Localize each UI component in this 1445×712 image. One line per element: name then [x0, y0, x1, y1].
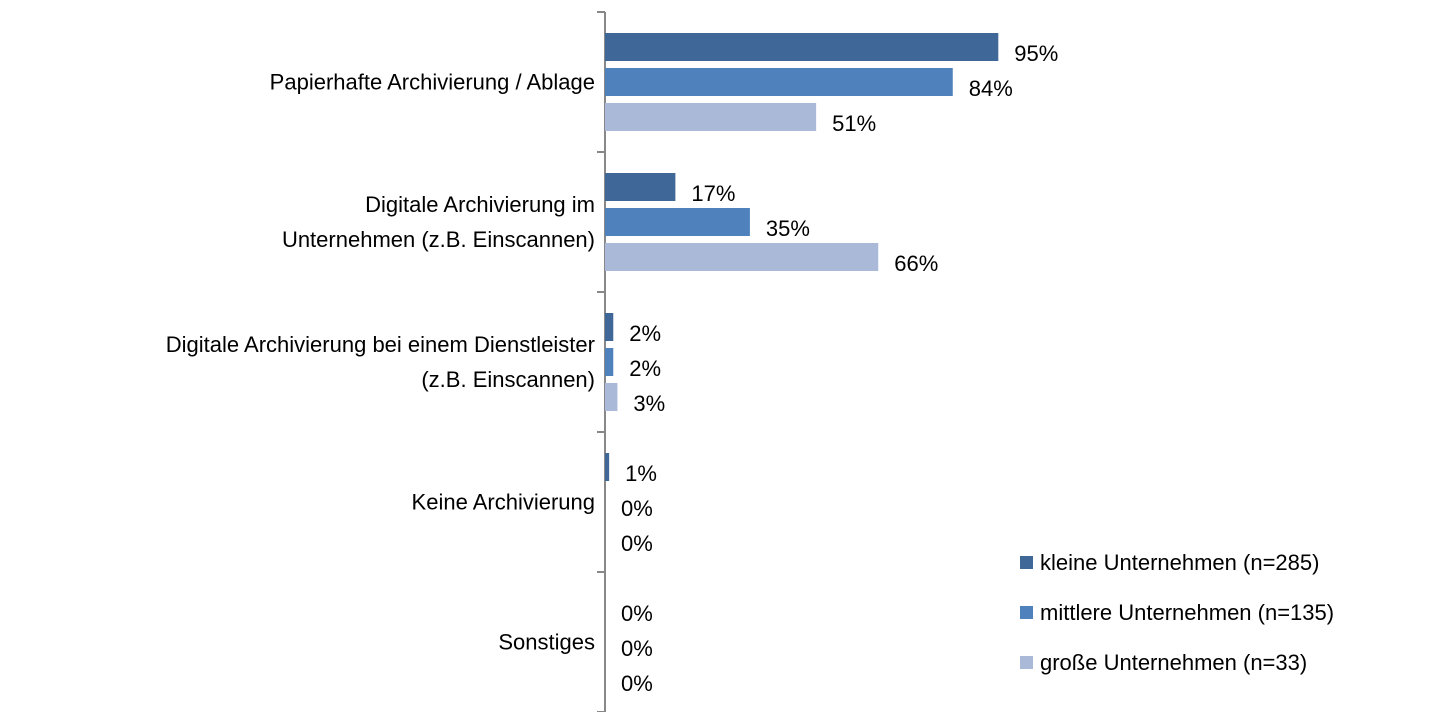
value-label: 35% — [766, 216, 810, 241]
category-label: Papierhafte Archivierung / Ablage — [269, 69, 595, 95]
value-label: 51% — [832, 111, 876, 136]
value-label: 3% — [633, 391, 665, 416]
legend-swatch — [1020, 656, 1033, 669]
category-label: Sonstiges — [498, 629, 595, 655]
bar — [605, 208, 750, 236]
value-label: 2% — [629, 356, 661, 381]
value-label: 0% — [621, 496, 653, 521]
category-label: Digitale Archivierung bei einem Dienstle… — [165, 332, 595, 392]
value-label: 66% — [894, 251, 938, 276]
bar — [605, 313, 614, 341]
bar — [605, 348, 614, 376]
value-label: 2% — [629, 321, 661, 346]
bar — [605, 173, 676, 201]
bar — [605, 33, 999, 61]
value-label: 84% — [969, 76, 1013, 101]
value-label: 0% — [621, 671, 653, 696]
value-label: 0% — [621, 601, 653, 626]
legend-label: mittlere Unternehmen (n=135) — [1040, 600, 1334, 625]
legend-swatch — [1020, 606, 1033, 619]
value-label: 17% — [691, 181, 735, 206]
bar — [605, 243, 879, 271]
bar — [605, 453, 610, 481]
legend-label: kleine Unternehmen (n=285) — [1040, 550, 1319, 575]
category-label: Digitale Archivierung im Unternehmen (z.… — [281, 192, 595, 252]
bar — [605, 383, 618, 411]
legend-swatch — [1020, 556, 1033, 569]
legend-label: große Unternehmen (n=33) — [1040, 650, 1307, 675]
bar — [605, 68, 953, 96]
value-label: 1% — [625, 461, 657, 486]
value-label: 0% — [621, 636, 653, 661]
bar — [605, 103, 817, 131]
value-label: 0% — [621, 531, 653, 556]
category-label: Keine Archivierung — [411, 489, 595, 515]
value-label: 95% — [1014, 41, 1058, 66]
